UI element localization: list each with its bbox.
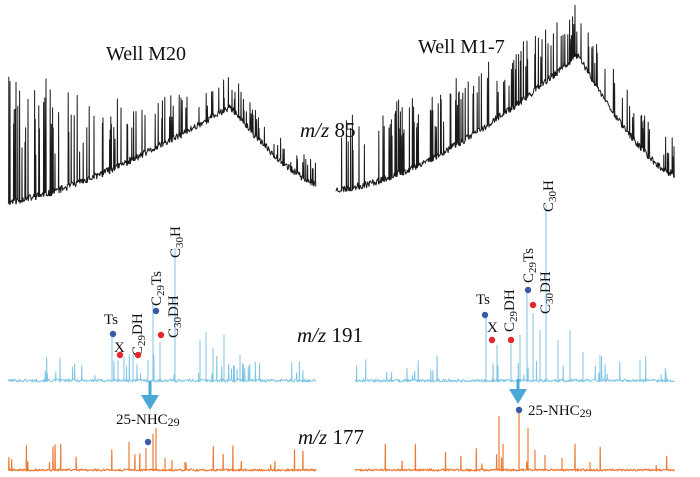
marker-x-right (488, 336, 496, 344)
trace-mz177-left (7, 428, 317, 472)
trace-mz85-left (7, 76, 317, 205)
peak-label-c30dh-right: C30DH (538, 271, 556, 314)
marker-ts-right (481, 311, 489, 319)
peak-label-25nhc29-right: 25-NHC29 (528, 403, 592, 420)
trace-mz191-left (7, 248, 317, 383)
peak-label-ts-right: Ts (476, 292, 490, 308)
peak-label-25nhc29-left: 25-NHC29 (116, 412, 180, 429)
marker-c29dh-left (134, 351, 142, 359)
marker-c30dh-left (157, 331, 165, 339)
peak-label-c29dh-right: C29DH (502, 289, 520, 332)
trace-layer (7, 4, 675, 472)
marker-c29dh-right (507, 336, 515, 344)
marker-25nhc29-left (144, 438, 152, 446)
peak-label-c30h-right: C30H (541, 180, 559, 212)
marker-c29ts-right (524, 286, 532, 294)
peak-label-c30dh-left: C30DH (166, 295, 184, 338)
peak-label-x-right: X (487, 320, 498, 336)
peak-marker-layer (109, 286, 537, 446)
trace-mz191-right (354, 205, 675, 383)
arrow-down-icon-left (141, 381, 159, 410)
peak-label-c29ts-right: C29Ts (521, 248, 539, 283)
peak-label-c29dh-left: C29DH (130, 313, 148, 356)
ion-label-mz85: m/z 85 (300, 118, 355, 142)
ion-label-mz191: m/z 191 (297, 323, 363, 347)
well-title-m20: Well M20 (106, 43, 186, 65)
peak-label-c29ts-left: C29Ts (149, 271, 167, 306)
marker-25nhc29-right (515, 406, 523, 414)
marker-c29ts-left (152, 307, 160, 315)
arrow-down-icon-right (509, 379, 527, 404)
peak-label-ts-left: Ts (104, 312, 118, 328)
well-title-m1-7: Well M1-7 (418, 36, 505, 58)
marker-ts-left (109, 330, 117, 338)
marker-x-left (116, 351, 124, 359)
marker-c30dh-right (529, 301, 537, 309)
trace-mz85-right (335, 4, 675, 193)
peak-label-x-left: X (114, 340, 125, 356)
trace-mz177-right (354, 412, 675, 472)
ion-label-mz177: m/z 177 (298, 425, 364, 449)
peak-label-c30h-left: C30H (168, 226, 186, 258)
